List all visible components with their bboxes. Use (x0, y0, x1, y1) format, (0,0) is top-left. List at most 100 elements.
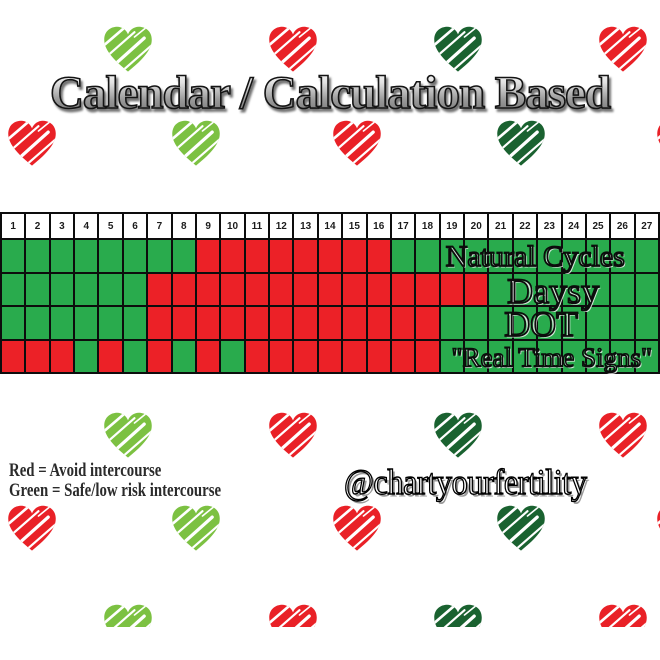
avoid-day-cell (391, 307, 415, 339)
legend-block: Red = Avoid intercourse Green = Safe/low… (9, 461, 337, 501)
avoid-day-cell (367, 273, 390, 306)
day-header-cell: 17 (391, 214, 415, 238)
safe-day-cell (172, 340, 195, 373)
safe-day-cell (465, 340, 488, 373)
avoid-day-cell (99, 340, 122, 373)
safe-day-cell (465, 240, 488, 272)
safe-day-cell (440, 340, 464, 373)
day-header-cell: 4 (75, 214, 98, 238)
social-handle: @chartyourfertility (343, 461, 587, 502)
safe-day-cell (123, 240, 147, 272)
safe-day-cell (562, 240, 585, 272)
day-header-cell: 6 (123, 214, 147, 238)
safe-day-cell (635, 340, 658, 373)
scribble-heart-icon (330, 118, 384, 170)
safe-day-cell (123, 340, 147, 373)
day-header-cell: 7 (148, 214, 171, 238)
bottom-hearts-row (0, 602, 660, 627)
safe-day-cell (172, 240, 195, 272)
scribble-heart-icon (330, 503, 384, 555)
fertility-grid-wrap: 1 2 3 4 5 6 7 8 9 10 11 12 13 14 15 16 17 18 19 20 21 22 23 24 2… (0, 212, 660, 375)
avoid-day-cell (294, 307, 317, 339)
safe-day-cell (50, 307, 74, 339)
legend-red-line: Red = Avoid intercourse (9, 460, 162, 481)
avoid-day-cell (367, 240, 390, 272)
safe-day-cell (513, 340, 537, 373)
avoid-day-cell (391, 340, 415, 373)
safe-day-cell (611, 273, 634, 306)
safe-day-cell (586, 307, 610, 339)
day-header-cell: 13 (294, 214, 317, 238)
avoid-day-cell (270, 340, 293, 373)
avoid-day-cell (172, 273, 195, 306)
safe-day-cell (416, 240, 439, 272)
avoid-day-cell (343, 340, 366, 373)
safe-day-cell (489, 273, 512, 306)
safe-day-cell (513, 273, 537, 306)
scribble-heart-icon (596, 602, 650, 627)
day-header-cell: 9 (196, 214, 220, 238)
avoid-day-cell (196, 340, 220, 373)
day-header-cell: 8 (172, 214, 195, 238)
day-header-cell: 15 (343, 214, 366, 238)
safe-day-cell (611, 307, 634, 339)
safe-day-cell (221, 340, 244, 373)
page-title: Calendar / Calculation Based (0, 66, 660, 120)
avoid-day-cell (440, 273, 464, 306)
safe-day-cell (513, 240, 537, 272)
safe-day-cell (26, 307, 49, 339)
scribble-heart-icon (5, 503, 59, 555)
avoid-day-cell (245, 273, 269, 306)
avoid-day-cell (2, 340, 25, 373)
day-header-cell: 16 (367, 214, 390, 238)
safe-day-cell (99, 307, 122, 339)
avoid-day-cell (294, 240, 317, 272)
day-header-cell: 27 (635, 214, 658, 238)
safe-day-cell (611, 340, 634, 373)
safe-day-cell (2, 240, 25, 272)
scribble-heart-icon (654, 503, 660, 555)
day-header-cell: 22 (513, 214, 537, 238)
avoid-day-cell (26, 340, 49, 373)
avoid-day-cell (343, 240, 366, 272)
scribble-heart-icon (169, 503, 223, 555)
safe-day-cell (562, 273, 585, 306)
scribble-heart-icon (596, 410, 650, 462)
avoid-day-cell (318, 273, 342, 306)
safe-day-cell (635, 240, 658, 272)
safe-day-cell (586, 273, 610, 306)
safe-day-cell (489, 307, 512, 339)
safe-day-cell (50, 273, 74, 306)
avoid-day-cell (50, 340, 74, 373)
safe-day-cell (611, 240, 634, 272)
scribble-heart-icon (494, 503, 548, 555)
safe-day-cell (75, 240, 98, 272)
safe-day-cell (2, 307, 25, 339)
avoid-day-cell (196, 307, 220, 339)
safe-day-cell (562, 307, 585, 339)
day-header-cell: 5 (99, 214, 122, 238)
day-header-cell: 1 (2, 214, 25, 238)
avoid-day-cell (148, 273, 171, 306)
day-header-cell: 21 (489, 214, 512, 238)
day-header-cell: 24 (562, 214, 585, 238)
avoid-day-cell (245, 340, 269, 373)
safe-day-cell (538, 240, 561, 272)
safe-day-cell (148, 240, 171, 272)
safe-day-cell (75, 307, 98, 339)
safe-day-cell (586, 340, 610, 373)
safe-day-cell (562, 340, 585, 373)
row-label-natural-cycles: Natural Cycles (445, 239, 626, 274)
safe-day-cell (391, 240, 415, 272)
day-header-cell: 23 (538, 214, 561, 238)
avoid-day-cell (391, 273, 415, 306)
scribble-heart-icon (266, 602, 320, 627)
avoid-day-cell (343, 307, 366, 339)
avoid-day-cell (270, 307, 293, 339)
day-header-cell: 25 (586, 214, 610, 238)
safe-day-cell (635, 273, 658, 306)
avoid-day-cell (245, 240, 269, 272)
scribble-heart-icon (431, 410, 485, 462)
day-header-cell: 26 (611, 214, 634, 238)
